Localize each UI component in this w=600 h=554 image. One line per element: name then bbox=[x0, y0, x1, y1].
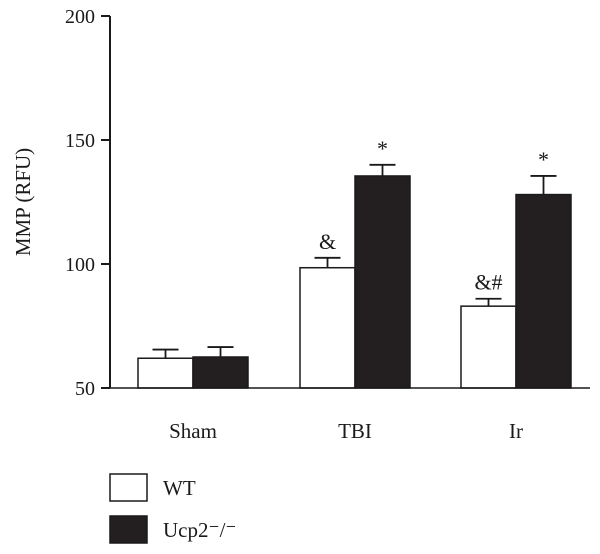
legend-label: Ucp2⁻/⁻ bbox=[163, 518, 237, 542]
x-tick-label: Sham bbox=[169, 419, 217, 443]
y-tick-label: 150 bbox=[65, 130, 95, 152]
y-axis-label: MMP (RFU) bbox=[11, 148, 35, 256]
bar-ir-ucp2-ko bbox=[515, 193, 572, 389]
y-tick-label: 100 bbox=[65, 254, 95, 276]
legend-label: WT bbox=[163, 476, 196, 500]
significance-marker: &# bbox=[474, 270, 502, 295]
bar-tbi-ucp2-ko bbox=[354, 175, 411, 389]
bar-ir-wt bbox=[460, 305, 517, 389]
bar-tbi-wt bbox=[299, 266, 356, 389]
legend-swatch bbox=[109, 473, 148, 502]
x-tick-label: TBI bbox=[338, 419, 372, 443]
bar-sham-ucp2-ko bbox=[192, 356, 249, 389]
bar-sham-wt bbox=[137, 357, 194, 389]
legend-swatch bbox=[109, 515, 148, 544]
significance-marker: * bbox=[377, 136, 388, 161]
x-tick-label: Ir bbox=[509, 419, 523, 443]
y-axis: 50 100 150 200 bbox=[65, 6, 111, 400]
y-tick-label: 200 bbox=[65, 6, 95, 28]
x-axis: Sham TBI Ir bbox=[110, 387, 590, 443]
legend: WT Ucp2⁻/⁻ bbox=[109, 473, 237, 544]
y-tick-label: 50 bbox=[75, 378, 95, 400]
bars: & * &# * bbox=[137, 136, 572, 389]
significance-marker: & bbox=[319, 229, 336, 254]
significance-marker: * bbox=[538, 147, 549, 172]
